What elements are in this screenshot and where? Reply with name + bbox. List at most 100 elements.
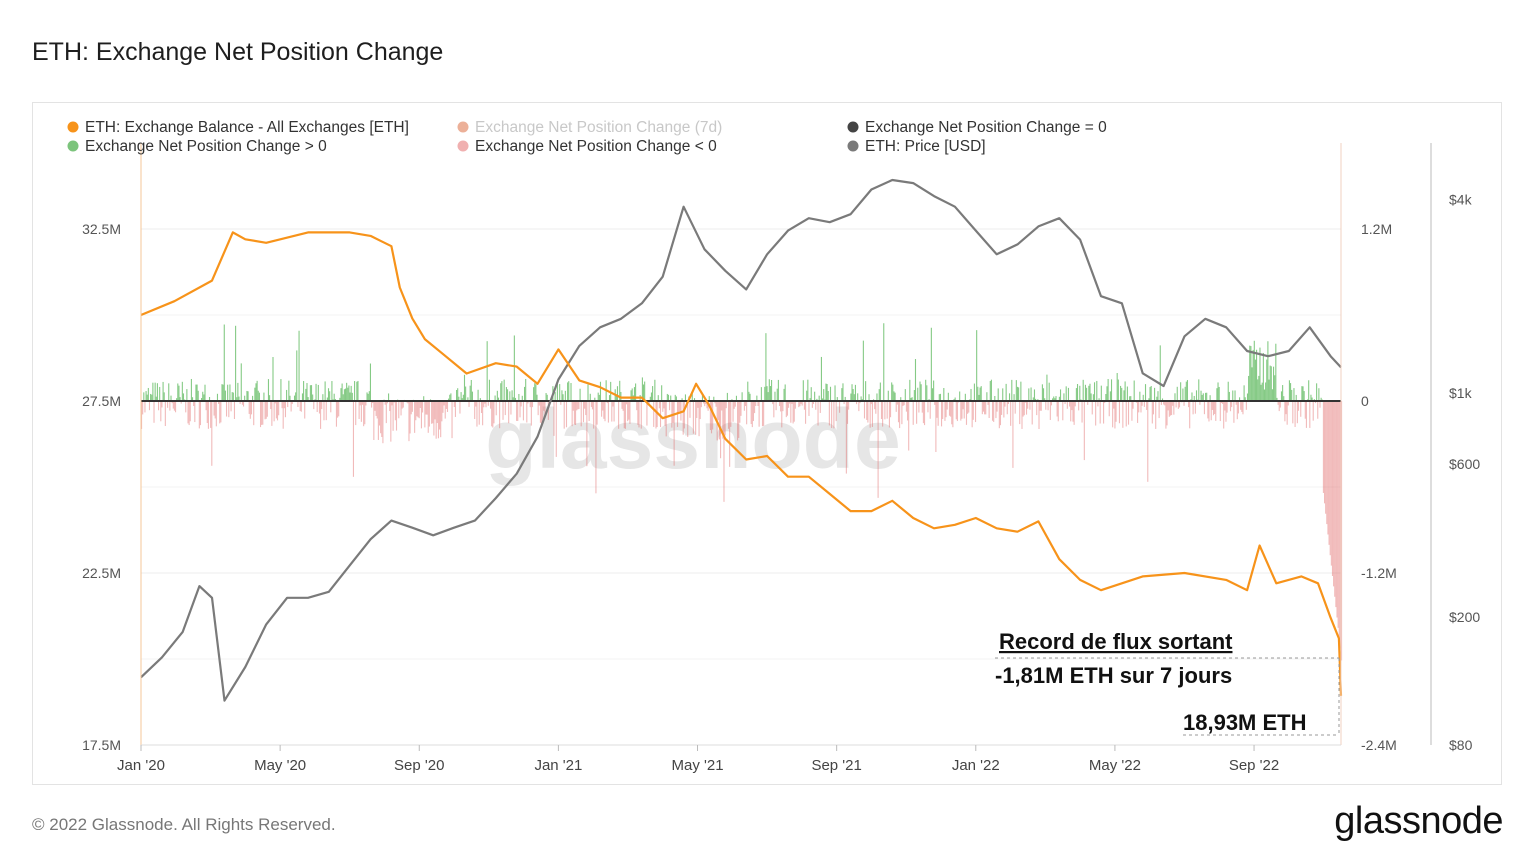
negative-bar [1047, 401, 1049, 411]
positive-bar [930, 327, 932, 401]
negative-bar [1019, 401, 1021, 425]
legend-label: Exchange Net Position Change (7d) [475, 119, 722, 136]
negative-bar [722, 401, 724, 439]
negative-bar [415, 401, 417, 421]
legend-label: ETH: Exchange Balance - All Exchanges [E… [85, 119, 409, 136]
negative-bar [1292, 401, 1294, 424]
negative-bar [908, 401, 910, 451]
negative-bar [230, 401, 232, 412]
negative-bar [578, 401, 580, 410]
positive-bar [661, 385, 663, 401]
negative-bar [495, 401, 497, 416]
positive-bar [708, 396, 710, 401]
positive-bar [852, 389, 854, 401]
negative-bar [733, 401, 735, 409]
negative-bar [1095, 401, 1097, 426]
negative-bar [782, 401, 784, 412]
x-tick-label: Sep '20 [394, 757, 444, 774]
negative-bar [1199, 401, 1201, 405]
negative-bar [922, 401, 924, 424]
negative-bar [390, 401, 392, 442]
positive-bar [488, 379, 490, 401]
positive-bar [1176, 386, 1178, 401]
positive-bar [597, 392, 599, 401]
negative-bar [607, 401, 609, 423]
negative-bar [1045, 401, 1047, 410]
positive-bar [1048, 382, 1050, 401]
positive-bar [1249, 345, 1251, 401]
positive-bar [465, 386, 467, 401]
y-right-tick-label: $600 [1449, 456, 1480, 472]
negative-bar [1178, 401, 1181, 408]
positive-bar [244, 395, 246, 401]
negative-bar [1081, 401, 1083, 423]
negative-bar [1192, 401, 1194, 415]
negative-bar [249, 401, 251, 419]
positive-bar [769, 386, 771, 401]
negative-bar [253, 401, 255, 426]
positive-bar [312, 394, 314, 401]
negative-bar [715, 401, 717, 407]
negative-bar [278, 401, 280, 416]
positive-bar [771, 379, 773, 401]
negative-bar [1339, 401, 1341, 649]
positive-bar [536, 394, 538, 401]
positive-bar [524, 386, 526, 401]
negative-bar [752, 401, 754, 422]
negative-bar [174, 401, 177, 413]
negative-bar [755, 401, 757, 406]
negative-bar [555, 401, 557, 457]
negative-bar [700, 401, 702, 408]
negative-bar [185, 401, 187, 413]
negative-bar [141, 401, 143, 429]
negative-bar [169, 401, 171, 411]
positive-bar [1032, 397, 1034, 401]
positive-bar [1055, 396, 1057, 401]
negative-bar [1071, 401, 1073, 411]
chart-panel: glassnode 17.5M 22.5M 27.5M 32.5M -2.4M -1.2M… [32, 102, 1502, 785]
negative-bar [1140, 401, 1142, 413]
positive-bar [229, 384, 231, 401]
positive-bar [816, 398, 818, 401]
negative-bar [882, 401, 884, 427]
positive-bar [176, 398, 178, 401]
positive-bar [644, 381, 646, 401]
positive-bar [309, 385, 311, 401]
negative-bar [1287, 401, 1289, 406]
positive-bar [598, 394, 600, 401]
positive-bar [1254, 359, 1256, 401]
negative-bar [1168, 401, 1170, 417]
negative-bar [1329, 401, 1331, 556]
positive-bar [1089, 383, 1091, 401]
positive-bar [765, 333, 767, 401]
negative-bar [845, 401, 847, 474]
positive-bar [163, 392, 165, 401]
negative-bar [451, 401, 453, 439]
negative-bar [793, 401, 795, 422]
positive-bar [235, 325, 237, 401]
x-tick-label: May '20 [254, 757, 306, 774]
positive-bar [900, 397, 902, 401]
negative-bar [1166, 401, 1168, 426]
positive-bar [1130, 396, 1132, 401]
negative-bar [275, 401, 277, 419]
negative-bar [543, 401, 545, 411]
negative-bar [1114, 401, 1116, 429]
negative-bar [337, 401, 339, 418]
negative-bar [1331, 401, 1334, 576]
positive-bar [258, 392, 260, 401]
positive-bar [809, 398, 811, 401]
negative-bar [921, 401, 923, 413]
negative-bar [189, 401, 191, 422]
negative-bar [378, 401, 381, 426]
positive-bar [518, 393, 520, 401]
positive-bar [841, 388, 843, 401]
negative-bar [1070, 401, 1072, 422]
positive-bar [331, 381, 333, 401]
positive-bar [994, 395, 996, 401]
negative-bar [420, 401, 422, 429]
negative-bar [439, 401, 441, 430]
positive-bar [854, 384, 856, 401]
positive-bar [513, 335, 515, 401]
negative-bar [948, 401, 951, 416]
